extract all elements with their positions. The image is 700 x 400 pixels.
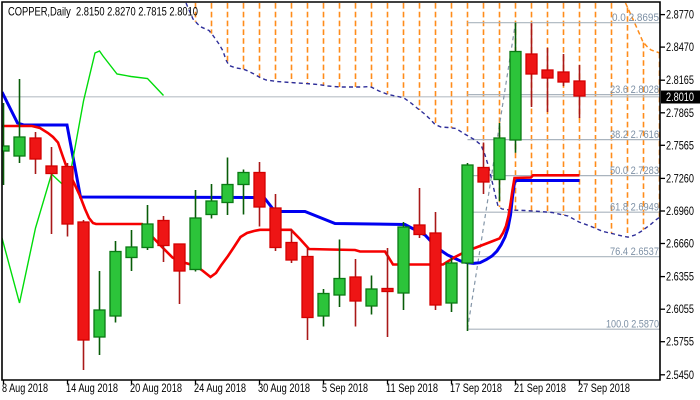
svg-text:100.0 2.5870: 100.0 2.5870: [606, 319, 659, 331]
svg-text:2.7865: 2.7865: [666, 108, 694, 120]
svg-text:21 Sep 2018: 21 Sep 2018: [514, 383, 566, 395]
svg-text:38.2 2.7616: 38.2 2.7616: [610, 129, 659, 141]
svg-text:2.6055: 2.6055: [666, 304, 694, 316]
svg-text:2.8165: 2.8165: [666, 75, 694, 87]
svg-text:76.4 2.6537: 76.4 2.6537: [610, 246, 659, 258]
svg-text:27 Sep 2018: 27 Sep 2018: [578, 383, 630, 395]
svg-text:2.6660: 2.6660: [666, 239, 694, 251]
svg-text:61.8 2.6949: 61.8 2.6949: [610, 202, 659, 214]
svg-text:30 Aug 2018: 30 Aug 2018: [258, 383, 310, 395]
svg-text:11 Sep 2018: 11 Sep 2018: [386, 383, 438, 395]
svg-text:23.6 2.8028: 23.6 2.8028: [610, 84, 659, 96]
svg-text:0.0 2.8695: 0.0 2.8695: [612, 12, 659, 24]
svg-text:2.6960: 2.6960: [666, 206, 694, 218]
svg-text:2.5450: 2.5450: [666, 370, 694, 382]
svg-text:2.7260: 2.7260: [666, 173, 694, 185]
svg-text:14 Aug 2018: 14 Aug 2018: [66, 383, 118, 395]
svg-text:COPPER,Daily 2.8150 2.8270 2.: COPPER,Daily 2.8150 2.8270 2.7815 2.8010: [8, 5, 198, 19]
svg-text:24 Aug 2018: 24 Aug 2018: [194, 383, 246, 395]
svg-text:8 Aug 2018: 8 Aug 2018: [2, 383, 48, 395]
svg-text:2.8770: 2.8770: [666, 10, 694, 22]
svg-text:2.6355: 2.6355: [666, 272, 694, 284]
svg-text:20 Aug 2018: 20 Aug 2018: [130, 383, 182, 395]
svg-text:17 Sep 2018: 17 Sep 2018: [450, 383, 502, 395]
svg-text:2.8470: 2.8470: [666, 42, 694, 54]
svg-text:5 Sep 2018: 5 Sep 2018: [322, 383, 368, 395]
svg-text:2.7565: 2.7565: [666, 140, 694, 152]
svg-text:50.0 2.7283: 50.0 2.7283: [610, 165, 659, 177]
svg-text:2.8010: 2.8010: [666, 92, 694, 104]
svg-text:2.5755: 2.5755: [666, 337, 694, 349]
